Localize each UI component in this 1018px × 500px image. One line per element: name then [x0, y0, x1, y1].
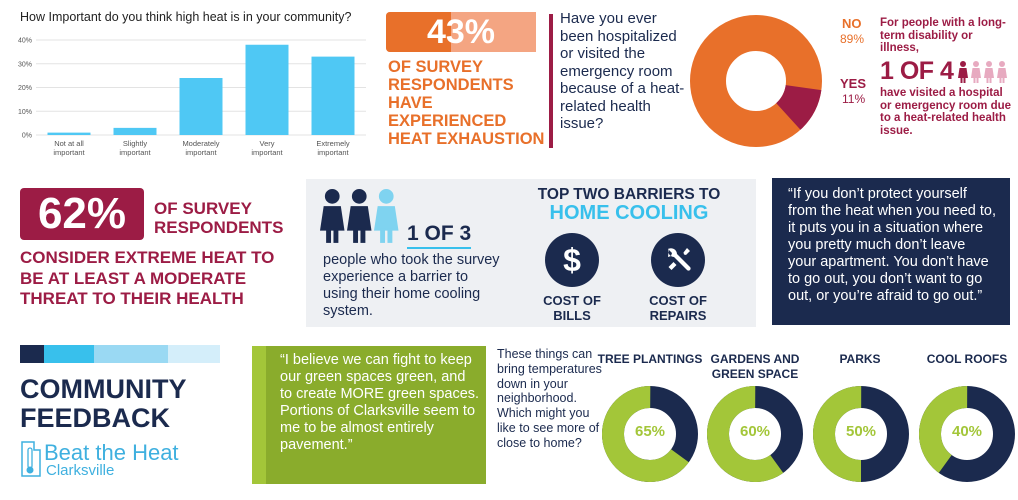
- heat-exhaustion-text: OF SURVEY RESPONDENTS HAVE EXPERIENCED H…: [388, 58, 545, 148]
- y-tick-label: 40%: [18, 38, 32, 45]
- cooling-barrier-desc: people who took the survey experience a …: [323, 252, 500, 319]
- disability-stat: 1 OF 4: [880, 57, 954, 85]
- logo-subtext: Clarksville: [46, 462, 115, 479]
- y-tick-label: 0%: [22, 133, 32, 140]
- barriers-subtitle: HOME COOLING: [549, 202, 709, 224]
- feature-label-tree-plantings: TREE PLANTINGS: [597, 352, 703, 366]
- y-tick-label: 20%: [18, 85, 32, 92]
- legend-swatch: [44, 345, 94, 363]
- feature-donut-gardens: 60%: [707, 386, 804, 487]
- feature-donut-cool-roofs: 40%: [919, 386, 1015, 487]
- person-icon: [971, 61, 981, 83]
- donut-fill: [813, 386, 909, 482]
- x-tick-label: important: [119, 148, 151, 157]
- cooling-barrier-stat: 1 OF 3: [407, 222, 472, 249]
- legend-swatch: [168, 345, 220, 363]
- feature-label-cool-roofs: COOL ROOFS: [926, 352, 1008, 366]
- bar: [47, 132, 91, 135]
- bar: [179, 78, 223, 135]
- donut-slice-no: [690, 15, 822, 147]
- y-tick-label: 10%: [18, 109, 32, 116]
- divider: [549, 14, 553, 148]
- x-tick-label: important: [251, 148, 283, 157]
- dollar-icon: $: [545, 233, 599, 287]
- feature-value: 60%: [739, 423, 771, 440]
- x-tick-label: Extremely: [316, 139, 350, 148]
- er-visit-donut-chart: [690, 15, 822, 147]
- yes-label: YES: [840, 76, 867, 91]
- community-feedback-title: COMMUNITY FEEDBACK: [20, 374, 186, 433]
- heat-exhaustion-stat-box: 43%: [386, 12, 536, 52]
- x-tick-label: Slightly: [123, 139, 147, 148]
- x-tick-label: important: [317, 148, 349, 157]
- person-icon: [320, 189, 345, 243]
- resident-quote-apartment: “If you don’t protect yourself from the …: [772, 178, 1010, 325]
- heat-exhaustion-value: 43%: [426, 13, 496, 51]
- feature-value: 65%: [634, 423, 666, 440]
- wrench-screwdriver-icon: [668, 248, 691, 271]
- hospital-question: Have you ever been hospitalized or visit…: [560, 10, 685, 132]
- x-tick-label: Moderately: [182, 139, 219, 148]
- bar: [245, 44, 289, 135]
- disability-outro: have visited a hospital or emergency roo…: [880, 87, 1012, 137]
- donut-slice-yes: [690, 15, 822, 147]
- chart-title: How Important do you think high heat is …: [20, 10, 352, 24]
- x-tick-label: Not at all: [54, 139, 84, 148]
- feature-donut-tree-plantings: 65%: [601, 386, 698, 487]
- y-tick-label: 30%: [18, 61, 32, 68]
- bar: [311, 56, 355, 135]
- quote-accent: [252, 346, 266, 484]
- feature-value: 40%: [951, 423, 983, 440]
- person-icon: [347, 189, 372, 243]
- color-legend-bar: [20, 345, 220, 363]
- no-value: 89%: [840, 32, 865, 46]
- yes-value: 11%: [842, 92, 866, 106]
- x-tick-label: important: [185, 148, 217, 157]
- threat-stat-box: 62%: [20, 188, 144, 240]
- legend-swatch: [94, 345, 168, 363]
- x-tick-label: important: [53, 148, 85, 157]
- bills-label: COST OF BILLS: [543, 293, 601, 323]
- legend-swatch: [20, 345, 44, 363]
- person-icon: [997, 61, 1007, 83]
- feature-label-gardens: GARDENS AND GREEN SPACE: [710, 352, 800, 381]
- resident-quote-green-spaces: “I believe we can fight to keep our gree…: [266, 346, 486, 484]
- person-icon: [984, 61, 994, 83]
- disability-intro: For people with a long-term disability o…: [880, 17, 1006, 54]
- tools-icon: [651, 233, 705, 287]
- barriers-title: TOP TWO BARRIERS TO: [537, 186, 721, 203]
- person-icon: [958, 61, 968, 83]
- person-icon: [374, 189, 399, 243]
- bar: [113, 127, 157, 135]
- threat-heading: OF SURVEY RESPONDENTS: [154, 199, 284, 237]
- x-tick-label: Very: [259, 139, 274, 148]
- heat-exhaustion-fill: [386, 12, 451, 52]
- logo-text: Beat the Heat: [44, 440, 179, 465]
- people-four-icon: [958, 61, 1007, 83]
- tennessee-thermometer-logo-icon: [21, 441, 41, 477]
- importance-bar-chart: 0%10%20%30%40%Not at allimportantSlightl…: [18, 38, 366, 157]
- feature-donut-parks: 50%: [813, 386, 909, 487]
- threat-body: CONSIDER EXTREME HEAT TO BE AT LEAST A M…: [20, 248, 275, 308]
- people-three-icon: [320, 189, 399, 243]
- repairs-label: COST OF REPAIRS: [649, 293, 707, 323]
- feature-label-parks: PARKS: [839, 352, 881, 366]
- no-label: NO: [842, 16, 862, 31]
- donut-fill: [707, 386, 804, 482]
- features-intro: These things can bring temperatures down…: [497, 347, 602, 450]
- feature-value: 50%: [845, 423, 877, 440]
